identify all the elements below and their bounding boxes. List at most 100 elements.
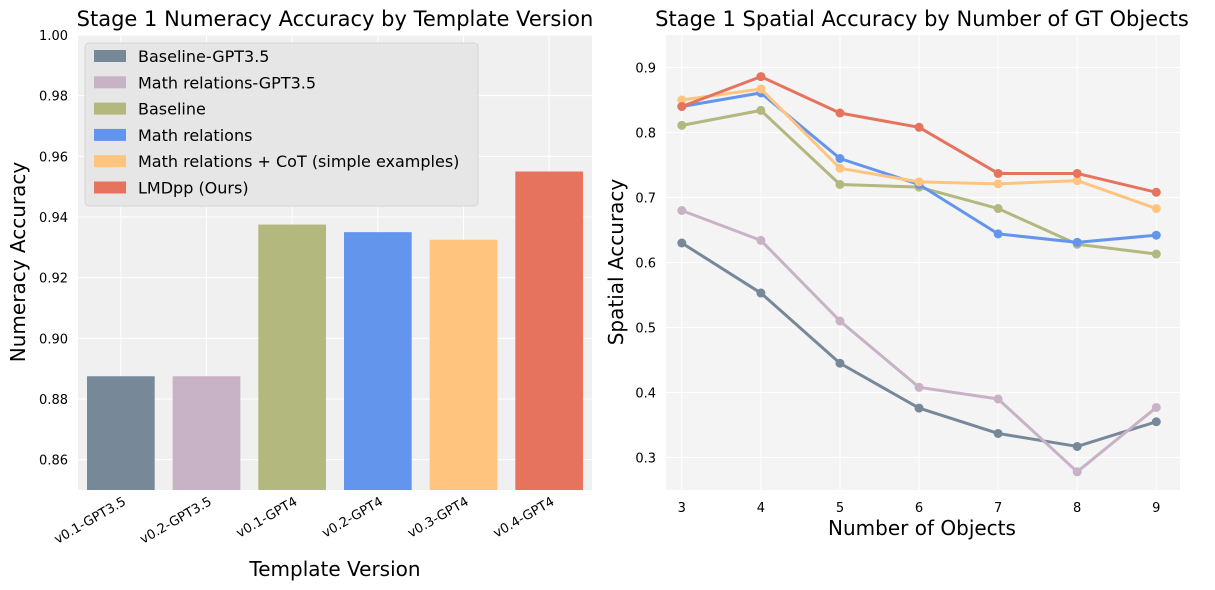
data-point (756, 72, 766, 82)
x-tick-label: 8 (1073, 501, 1081, 516)
data-point (1151, 249, 1161, 259)
y-tick-label: 0.92 (39, 272, 68, 287)
y-tick-label: 0.9 (635, 62, 656, 77)
data-point (835, 163, 845, 173)
y-tick-label: 0.5 (635, 322, 656, 337)
x-tick-label: v0.1-GPT4 (234, 494, 300, 541)
data-point (914, 382, 924, 392)
data-point (914, 403, 924, 413)
data-point (1151, 417, 1161, 427)
x-tick-label: v0.3-GPT4 (405, 494, 471, 541)
x-tick-label: v0.4-GPT4 (491, 494, 557, 541)
data-point (1072, 237, 1082, 247)
x-tick-label: 9 (1152, 501, 1160, 516)
y-tick-label: 0.7 (635, 192, 656, 207)
numeracy-x-axis-label: Template Version (248, 557, 420, 581)
numeracy-legend: Baseline-GPT3.5 Math relations-GPT3.5 Base… (84, 42, 479, 207)
x-tick-label: 5 (836, 501, 844, 516)
numeracy-chart-title: Stage 1 Numeracy Accuracy by Template Ve… (77, 7, 594, 31)
x-tick-label: 6 (915, 501, 923, 516)
spatial-y-ticks: 0.3 0.4 0.5 0.6 0.7 0.8 0.9 (635, 62, 656, 467)
spatial-x-axis-label: Number of Objects (828, 516, 1016, 540)
x-tick-label: v0.1-GPT3.5 (52, 494, 129, 547)
numeracy-chart: 0.86 0.88 0.90 0.92 0.94 0.96 0.98 1.00 v0.1-GP… (6, 7, 593, 581)
y-tick-label: 0.6 (635, 257, 656, 272)
legend-swatch (94, 102, 126, 115)
data-point (835, 180, 845, 189)
data-point (993, 168, 1003, 178)
y-tick-label: 0.94 (39, 211, 68, 226)
bar (429, 239, 498, 490)
data-point (993, 229, 1003, 239)
data-point (835, 316, 845, 326)
data-point (756, 235, 766, 245)
x-tick-label: 3 (678, 501, 686, 516)
spatial-chart: 0.3 0.4 0.5 0.6 0.7 0.8 0.9 3 4 5 6 7 8 9 Stage 1 Sp… (604, 7, 1189, 540)
data-point (1072, 176, 1082, 186)
data-point (993, 179, 1003, 189)
legend-swatch (94, 181, 126, 194)
numeracy-x-ticks: v0.1-GPT3.5 v0.2-GPT3.5 v0.1-GPT4 v0.2-GPT4… (52, 494, 557, 547)
bar (343, 232, 412, 490)
data-point (1151, 402, 1161, 412)
spatial-grid (666, 35, 1180, 490)
data-point (756, 288, 766, 298)
x-tick-label: v0.2-GPT3.5 (138, 494, 215, 547)
data-point (835, 154, 845, 163)
data-point (677, 206, 687, 215)
data-point (1072, 168, 1082, 178)
y-tick-label: 0.3 (635, 452, 656, 467)
legend-entry-label: Math relations + CoT (simple examples) (138, 152, 459, 171)
data-point (835, 358, 845, 368)
y-tick-label: 0.8 (635, 127, 656, 142)
bar (258, 224, 327, 491)
bar (515, 171, 584, 490)
numeracy-y-ticks: 0.86 0.88 0.90 0.92 0.94 0.96 0.98 1.00 (39, 29, 68, 469)
x-tick-label: 4 (757, 501, 765, 516)
data-point (914, 122, 924, 132)
data-point (1151, 230, 1161, 240)
legend-entry-label: Baseline (138, 100, 206, 119)
legend-box (84, 42, 479, 207)
legend-swatch (94, 128, 126, 141)
data-point (993, 428, 1003, 438)
legend-entry-label: Baseline-GPT3.5 (138, 47, 269, 66)
y-tick-label: 0.90 (39, 332, 68, 347)
legend-swatch (94, 155, 126, 168)
numeracy-bars (86, 171, 584, 491)
data-point (756, 105, 766, 115)
bar (86, 376, 155, 490)
spatial-y-axis-label: Spatial Accuracy (604, 179, 628, 346)
data-point (835, 108, 845, 118)
data-point (756, 84, 766, 94)
y-tick-label: 0.88 (39, 393, 68, 408)
spatial-lines (677, 72, 1161, 477)
y-tick-label: 0.4 (635, 387, 656, 402)
data-point (993, 204, 1003, 214)
bar (172, 376, 241, 490)
y-tick-label: 0.86 (39, 454, 68, 469)
legend-swatch (94, 76, 126, 89)
y-tick-label: 0.98 (39, 90, 68, 105)
data-point (993, 394, 1003, 404)
data-point (677, 120, 687, 130)
x-tick-label: 7 (994, 501, 1002, 516)
data-point (1072, 441, 1082, 451)
y-tick-label: 1.00 (39, 29, 68, 44)
data-point (677, 102, 687, 111)
y-tick-label: 0.96 (39, 150, 68, 165)
data-point (677, 238, 687, 248)
legend-entry-label: Math relations (138, 126, 252, 145)
x-tick-label: v0.2-GPT4 (320, 494, 386, 541)
data-point (677, 95, 687, 105)
spatial-x-ticks: 3 4 5 6 7 8 9 (678, 501, 1161, 516)
legend-entry-label: Math relations-GPT3.5 (138, 73, 316, 92)
data-point (914, 177, 924, 187)
data-point (1151, 204, 1161, 214)
legend-swatch (94, 50, 126, 62)
legend-entry-label: LMDpp (Ours) (138, 179, 249, 198)
data-point (1072, 467, 1082, 477)
spatial-chart-title: Stage 1 Spatial Accuracy by Number of GT… (655, 7, 1189, 31)
data-point (1151, 187, 1161, 197)
